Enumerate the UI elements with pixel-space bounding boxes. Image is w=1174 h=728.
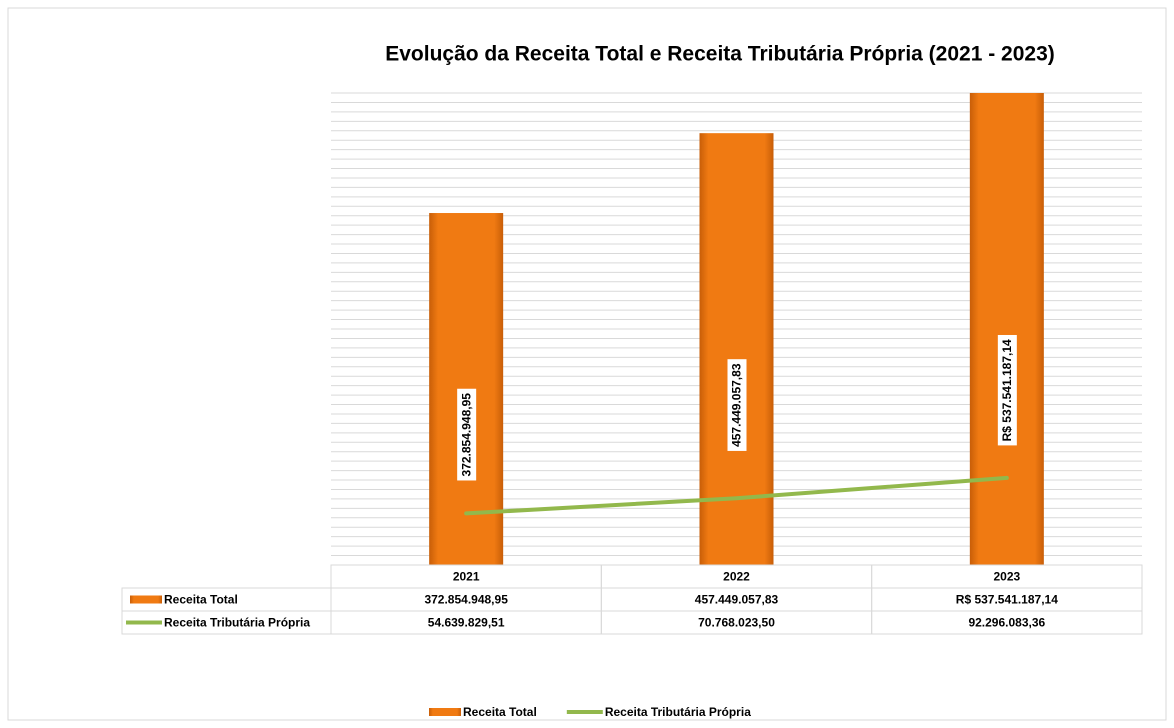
table-value: 372.854.948,95 xyxy=(424,593,508,607)
data-label-group: R$ 537.541.187,14 xyxy=(997,334,1017,446)
legend: Receita Total Receita Tributária Própria xyxy=(429,705,751,719)
lines xyxy=(464,475,1009,516)
table-value: R$ 537.541.187,14 xyxy=(956,593,1058,607)
data-label: 457.449.057,83 xyxy=(730,363,744,447)
data-label-group: 372.854.948,95 xyxy=(457,388,477,481)
table-value: 70.768.023,50 xyxy=(698,616,775,630)
legend-label: Receita Tributária Própria xyxy=(605,705,751,719)
data-table: 2021 2022 2023 Receita Total 372.854.948,95 4… xyxy=(121,564,1143,635)
bar xyxy=(699,133,774,565)
data-labels: 372.854.948,95 457.449.057,83 R$ 537.541.1… xyxy=(457,334,1017,481)
x-tick-label: 2023 xyxy=(993,570,1020,584)
table-row-label: Receita Tributária Própria xyxy=(164,616,310,630)
data-label: 372.854.948,95 xyxy=(459,393,473,477)
data-label: R$ 537.541.187,14 xyxy=(1000,339,1014,441)
table-cell xyxy=(871,610,1143,635)
data-label-box xyxy=(997,334,1017,446)
table-value: 54.639.829,51 xyxy=(428,616,505,630)
table-value: 457.449.057,83 xyxy=(695,593,779,607)
line xyxy=(464,475,1009,516)
data-label-box xyxy=(727,359,747,451)
data-label-box xyxy=(457,388,477,481)
bar xyxy=(969,93,1044,565)
chart-title: Evolução da Receita Total e Receita Trib… xyxy=(385,43,1055,66)
table-value: 92.296.083,36 xyxy=(968,616,1045,630)
bars xyxy=(429,93,1044,565)
legend-key xyxy=(130,595,162,604)
legend-key xyxy=(429,708,461,716)
x-tick-label: 2022 xyxy=(723,570,750,584)
x-tick-label: 2021 xyxy=(453,570,480,584)
table-row-label: Receita Total xyxy=(164,593,238,607)
data-label-group: 457.449.057,83 xyxy=(727,359,747,451)
legend-label: Receita Total xyxy=(463,705,537,719)
